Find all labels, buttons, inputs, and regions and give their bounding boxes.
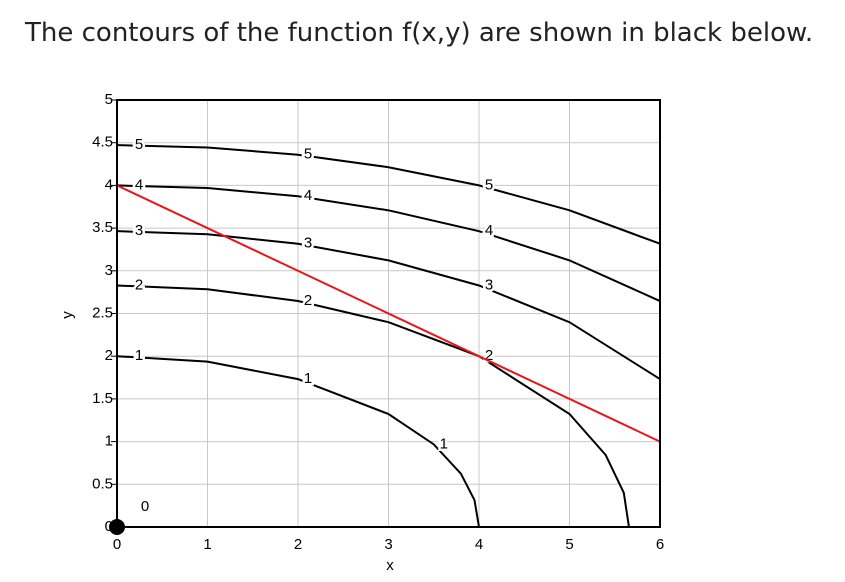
y-tick-label: 5: [105, 91, 113, 108]
contour-label: 3: [485, 276, 493, 293]
contour-label: 5: [485, 176, 493, 193]
contour-label: 1: [440, 435, 448, 452]
x-tick-label: 4: [475, 536, 483, 553]
contour-label: 1: [304, 370, 312, 387]
contour-label: 5: [135, 136, 143, 153]
contour-line: [116, 230, 661, 380]
red-line: [116, 184, 661, 443]
y-tick-label: 0: [105, 518, 113, 535]
y-tick-label: 2: [105, 347, 113, 364]
y-tick-label: 0.5: [92, 475, 113, 492]
contour-label: 4: [304, 187, 312, 204]
y-tick-label: 1: [105, 433, 113, 450]
y-tick-label: 1.5: [92, 390, 113, 407]
x-tick-label: 3: [384, 536, 392, 553]
contour-label: 2: [304, 292, 312, 309]
contour-label: 3: [304, 235, 312, 252]
contour-line: [116, 144, 661, 245]
y-tick-label: 4.5: [92, 134, 113, 151]
x-tick-label: 6: [656, 536, 664, 553]
x-tick-label: 1: [203, 536, 211, 553]
contour-line: [116, 355, 480, 528]
x-tick-label: 0: [113, 536, 121, 553]
x-tick-label: 5: [565, 536, 573, 553]
contour-label: 1: [135, 347, 143, 364]
y-tick-label: 4: [105, 176, 113, 193]
contour-label: 0: [141, 498, 149, 515]
x-axis-label: x: [386, 557, 394, 574]
contour-label: 2: [485, 347, 493, 364]
question: The contours of the function f(x,y) are …: [25, 18, 814, 48]
x-tick-label: 2: [294, 536, 302, 553]
contour-line: [116, 184, 661, 302]
contour-label: 5: [304, 146, 312, 163]
plot-frame: [116, 99, 661, 528]
contour-label: 2: [135, 276, 143, 293]
contour-label: 4: [135, 176, 143, 193]
y-tick-label: 3.5: [92, 219, 113, 236]
contour-line: [116, 284, 630, 528]
contour-label: 4: [485, 222, 493, 239]
y-tick-label: 2.5: [92, 304, 113, 321]
y-axis-label: y: [59, 311, 76, 319]
y-tick-label: 3: [105, 262, 113, 279]
contour-label: 3: [135, 222, 143, 239]
